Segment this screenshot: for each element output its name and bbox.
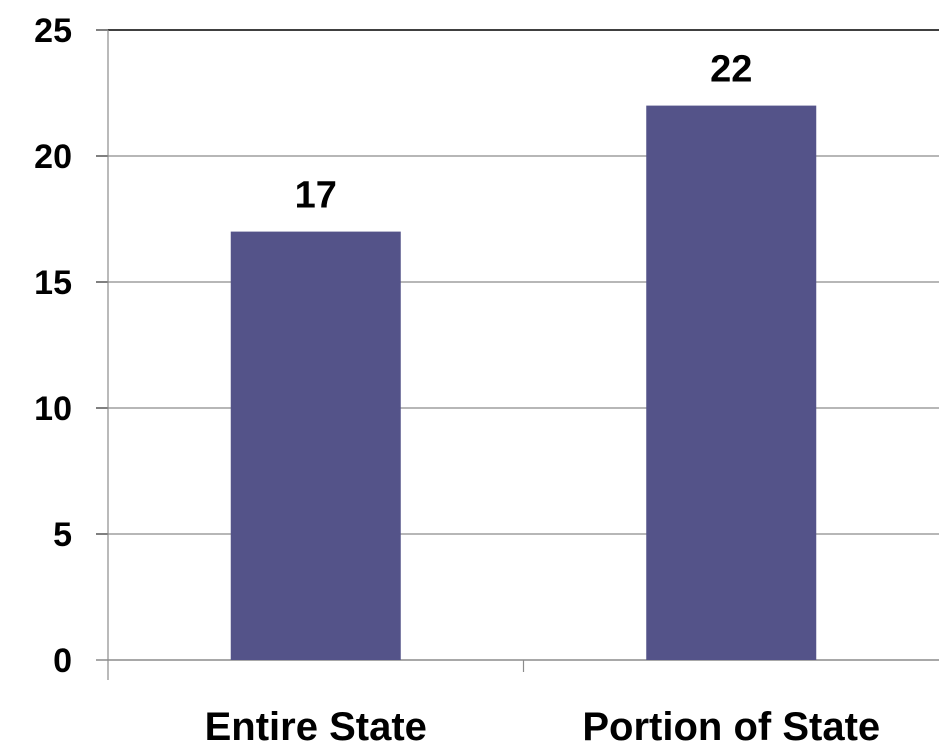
y-tick-label-20: 20 [34,138,72,176]
category-label-portion-of-state: Portion of State [582,705,880,749]
bars [230,105,817,661]
y-tick-label-0: 0 [53,642,72,680]
y-tick-labels: 0 5 10 15 20 25 [34,12,72,680]
category-labels: Entire State Portion of State [205,705,881,749]
y-tick-label-25: 25 [34,12,72,50]
bar-portion-of-state [646,105,817,661]
category-label-entire-state: Entire State [205,705,427,749]
y-tick-label-15: 15 [34,264,72,302]
data-label-portion-of-state: 22 [710,49,752,91]
y-tick-label-5: 5 [53,516,72,554]
y-tick-label-10: 10 [34,390,72,428]
bar-entire-state [230,231,401,660]
data-label-entire-state: 17 [295,175,337,217]
